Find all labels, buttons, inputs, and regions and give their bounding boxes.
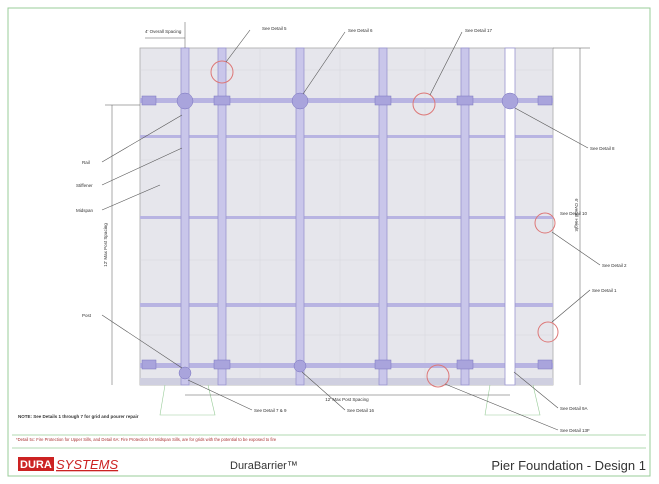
side-label: Stiffener	[76, 183, 93, 188]
detail-circles	[210, 60, 559, 388]
dimension-label: 4' Overall Spacing	[145, 29, 182, 34]
dimension-lines	[105, 22, 590, 396]
note: NOTE: See Details 1 through 7 for grid a…	[18, 414, 139, 419]
dimension-label: 12' Max Post Spacing	[325, 397, 369, 402]
logo-box	[18, 457, 54, 471]
callout: See Detail 13F	[560, 428, 590, 433]
logo-a: DURA	[20, 459, 52, 471]
side-label: Midspan	[76, 208, 94, 213]
dimension-labels: 4' Overall Spacing 12' Max Post Spacing …	[103, 29, 579, 402]
callout: See Detail 1	[592, 288, 617, 293]
callout-labels: See Detail 5 See Detail 6 See Detail 17 …	[254, 26, 627, 433]
callout: See Detail 5	[262, 26, 287, 31]
product-name: DuraBarrier™	[230, 460, 298, 472]
callout: See Detail 10	[560, 211, 588, 216]
rails	[140, 98, 553, 385]
side-label: Rail	[82, 160, 90, 165]
posts	[180, 47, 516, 386]
callout: See Detail 16	[347, 408, 375, 413]
callout: See Detail 6	[348, 28, 373, 33]
connectors	[141, 92, 553, 380]
callout: See Detail 17	[465, 28, 493, 33]
side-labels: Rail Stiffener Midspan Post	[76, 160, 94, 318]
logo-b: SYSTEMS	[56, 457, 118, 472]
callout: See Detail 7 & 9	[254, 408, 287, 413]
dimension-label: 6' Overall Height	[574, 198, 579, 232]
callout: See Detail 2	[602, 263, 627, 268]
callout: See Detail 9A	[560, 406, 588, 411]
callout: See Detail 8	[590, 146, 615, 151]
sheet-title: Pier Foundation - Design 1	[491, 458, 646, 473]
dimension-label: 12' Max Post Spacing	[103, 223, 108, 267]
footnote: *Detail 5c: Fire Protection for Upper Si…	[16, 437, 277, 442]
footings	[159, 384, 541, 416]
side-label: Post	[82, 313, 92, 318]
